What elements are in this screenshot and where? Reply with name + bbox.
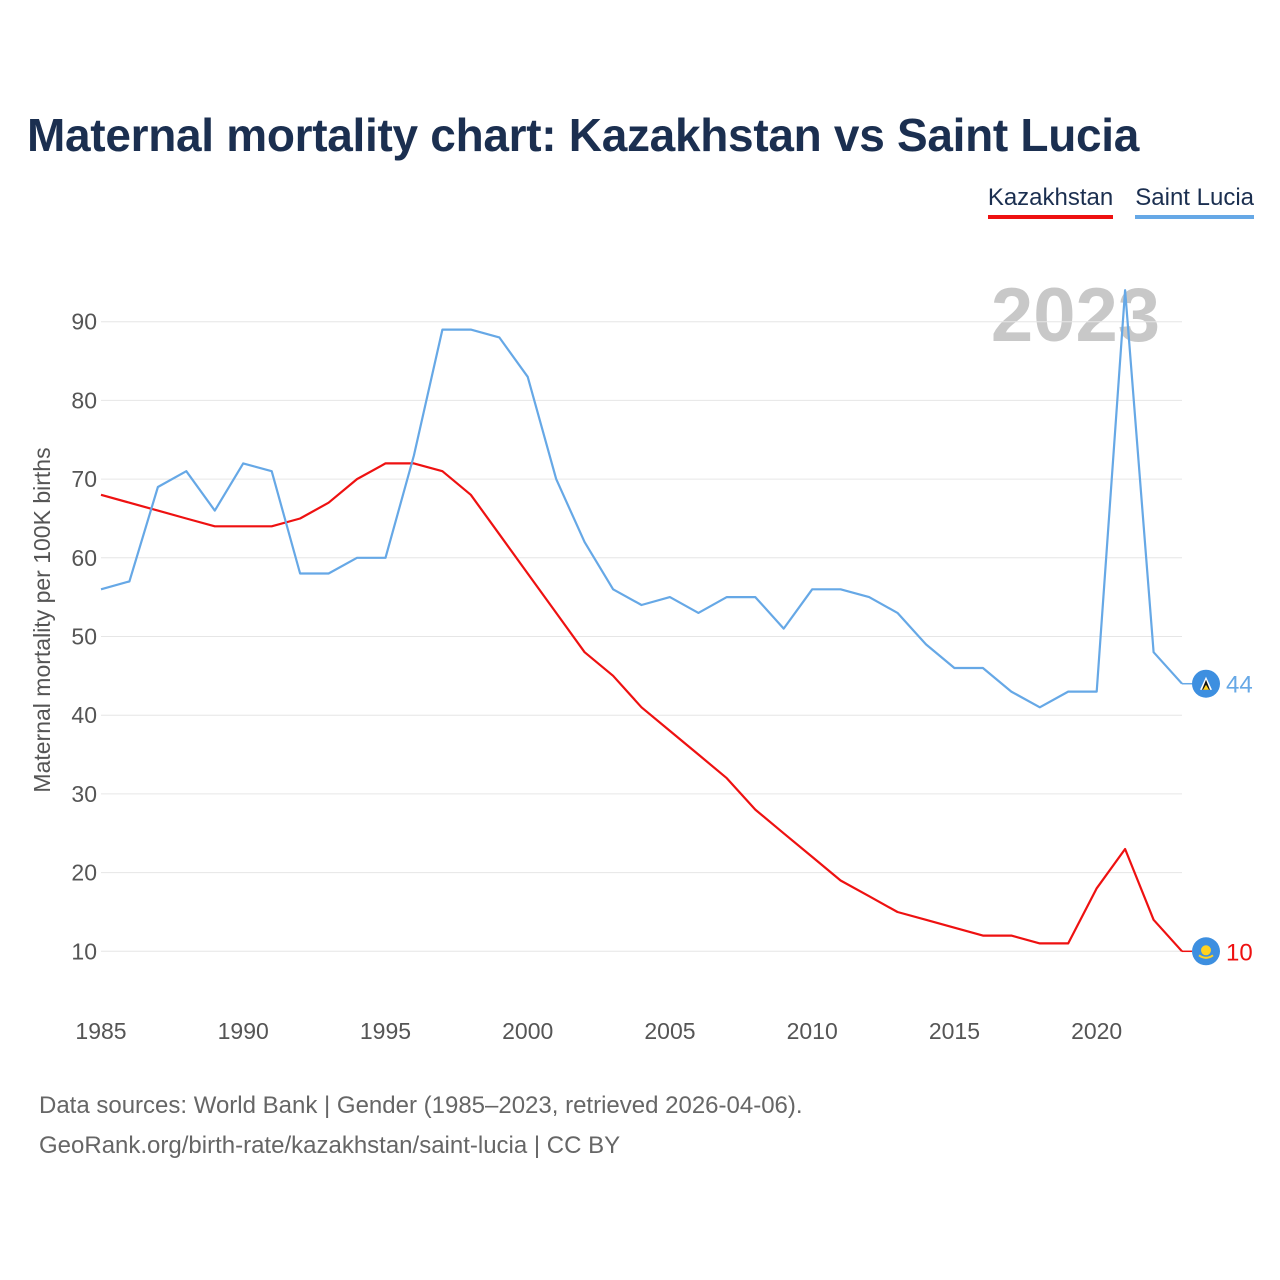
- triangle-gold-icon: [1203, 684, 1209, 690]
- series-line-kazakhstan: [100, 462, 1183, 953]
- chart-title: Maternal mortality chart: Kazakhstan vs …: [27, 109, 1140, 161]
- x-tick-label: 2015: [929, 1018, 980, 1044]
- x-tick-label: 2005: [644, 1018, 695, 1044]
- y-tick-label: 60: [71, 545, 97, 571]
- y-tick-label: 80: [71, 387, 97, 413]
- y-tick-label: 50: [71, 624, 97, 650]
- eagle-emblem-icon: [1198, 954, 1214, 959]
- x-tick-label: 2020: [1071, 1018, 1122, 1044]
- source-line: Data sources: World Bank | Gender (1985–…: [39, 1092, 803, 1119]
- x-tick-label: 1995: [360, 1018, 411, 1044]
- year-watermark: 2023: [991, 273, 1160, 358]
- end-value-label-saint-lucia: 44: [1226, 672, 1253, 699]
- y-axis-label: Maternal mortality per 100K births: [29, 447, 55, 792]
- end-value-label-kazakhstan: 10: [1226, 939, 1253, 966]
- legend-saint-lucia[interactable]: Saint Lucia: [1135, 184, 1254, 219]
- x-tick-label: 2010: [787, 1018, 838, 1044]
- x-tick-label: 1990: [218, 1018, 269, 1044]
- y-tick-label: 70: [71, 466, 97, 492]
- sun-emblem-icon: [1201, 945, 1211, 956]
- y-tick-label: 30: [71, 781, 97, 807]
- source-note: Data sources: World Bank | Gender (1985–…: [39, 1086, 803, 1166]
- legend: Kazakhstan Saint Lucia: [987, 184, 1254, 219]
- legend-kazakhstan[interactable]: Kazakhstan: [987, 184, 1114, 219]
- x-tick-label: 1985: [75, 1018, 126, 1044]
- x-tick-label: 2000: [502, 1018, 553, 1044]
- y-tick-label: 10: [71, 938, 97, 964]
- y-tick-label: 20: [71, 860, 97, 886]
- y-tick-label: 40: [71, 702, 97, 728]
- y-tick-label: 90: [71, 309, 97, 335]
- url-line: GeoRank.org/birth-rate/kazakhstan/saint-…: [39, 1132, 621, 1159]
- series-line-saint-lucia: [100, 289, 1183, 709]
